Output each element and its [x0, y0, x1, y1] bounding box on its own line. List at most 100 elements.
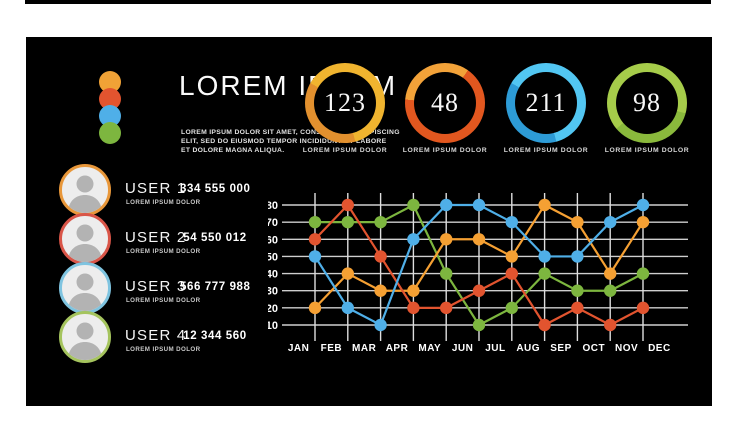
data-point-red	[407, 301, 420, 315]
data-point-green	[571, 284, 584, 297]
data-point-green	[538, 267, 551, 280]
data-point-blue	[571, 250, 584, 263]
data-point-green	[636, 267, 650, 280]
y-axis-label: 20	[268, 303, 278, 315]
subtitle-line: ET DOLORE MAGNA ALIQUA.	[181, 147, 285, 154]
gauge-label-2: LOREM IPSUM DOLOR	[402, 147, 488, 154]
y-axis-label: 80	[268, 200, 278, 212]
gauge-label-4: LOREM IPSUM DOLOR	[604, 147, 690, 154]
x-axis-label: JUL	[485, 343, 505, 354]
user-number: 334 555 000	[180, 183, 251, 195]
gauge-ring-4: 98	[607, 63, 687, 143]
gauge-value-3: 211	[525, 88, 567, 117]
data-point-green	[341, 215, 354, 229]
data-point-green	[374, 215, 387, 229]
top-border-strip	[25, 0, 711, 4]
data-point-blue	[407, 233, 420, 246]
data-point-blue	[440, 198, 453, 212]
y-axis-label: 50	[268, 251, 278, 263]
avatar	[59, 164, 111, 216]
gauge-label-3: LOREM IPSUM DOLOR	[503, 147, 589, 154]
data-point-red	[374, 250, 387, 263]
gauge-value-2: 48	[431, 88, 459, 117]
user-subtitle: LOREM IPSUM DOLOR	[126, 297, 201, 304]
brand-dot-green-icon	[99, 122, 121, 144]
person-icon	[68, 224, 102, 262]
x-axis-label: JAN	[288, 343, 310, 354]
data-point-blue	[308, 250, 322, 263]
x-axis-label: MAY	[418, 343, 441, 354]
y-axis-label: 30	[268, 286, 278, 298]
x-axis-label: OCT	[582, 343, 605, 354]
user-name: USER 1	[125, 180, 187, 197]
subtitle-line: ELIT, SED DO EIUSMOD TEMPOR INCIDIDUNT U…	[181, 138, 387, 145]
data-point-orange	[505, 250, 518, 263]
data-point-orange	[440, 233, 453, 246]
user-subtitle: LOREM IPSUM DOLOR	[126, 248, 201, 255]
gauge-value-4: 98	[633, 88, 661, 117]
data-point-red	[636, 301, 650, 315]
page-subtitle: LOREM IPSUM DOLOR SIT AMET, CONSECTETUR …	[181, 128, 400, 155]
gauge-ring-2: 48	[405, 63, 485, 143]
x-axis-label: AUG	[516, 343, 540, 354]
data-point-blue	[505, 215, 518, 229]
data-point-red	[538, 318, 551, 332]
gauge-label-1: LOREM IPSUM DOLOR	[302, 147, 388, 154]
person-icon	[68, 175, 102, 213]
brand-dot-blue-icon	[99, 105, 121, 127]
x-axis-label: JUN	[452, 343, 474, 354]
gauge-ring-3: 211	[506, 63, 586, 143]
subtitle-line: LOREM IPSUM DOLOR SIT AMET, CONSECTETUR …	[181, 129, 400, 136]
data-point-blue	[472, 198, 486, 212]
data-point-green	[407, 198, 420, 212]
data-point-red	[604, 318, 617, 332]
data-point-orange	[472, 233, 486, 246]
y-axis-label: 70	[268, 217, 278, 229]
user-number: 12 344 560	[183, 330, 247, 342]
gauge-value-1: 123	[324, 88, 366, 117]
line-chart: 10 20 30 40 50 60 70 80 JAN FEB MAR APR MAY JUN JUL AUG…	[268, 193, 688, 354]
gauge-ring-1: 123	[305, 63, 385, 143]
data-point-orange	[407, 284, 420, 297]
data-point-red	[472, 284, 486, 297]
data-point-red	[308, 233, 322, 246]
data-point-orange	[571, 215, 584, 229]
data-point-green	[472, 318, 486, 332]
avatar	[59, 311, 111, 363]
user-name: USER 2	[125, 229, 187, 246]
data-point-green	[505, 301, 518, 315]
gauge-face: 48	[414, 72, 476, 134]
user-number: 54 550 012	[183, 232, 247, 244]
gauge-face: 123	[314, 72, 376, 134]
data-point-orange	[538, 198, 551, 212]
data-point-orange	[604, 267, 617, 280]
data-point-blue	[538, 250, 551, 263]
user-name: USER 3	[125, 278, 187, 295]
gauge-face: 98	[616, 72, 678, 134]
y-axis-label: 40	[268, 269, 278, 281]
user-subtitle: LOREM IPSUM DOLOR	[126, 199, 201, 206]
data-point-orange	[636, 215, 650, 229]
user-subtitle: LOREM IPSUM DOLOR	[126, 346, 201, 353]
avatar	[59, 213, 111, 265]
y-axis-label: 60	[268, 234, 278, 246]
data-point-orange	[308, 301, 322, 315]
person-icon	[68, 322, 102, 360]
y-axis-label: 10	[268, 320, 278, 332]
data-point-green	[440, 267, 453, 280]
brand-dot-orange-icon	[99, 71, 121, 93]
x-axis-label: MAR	[352, 343, 377, 354]
data-point-green	[604, 284, 617, 297]
data-point-red	[341, 198, 354, 212]
data-point-blue	[636, 198, 650, 212]
data-point-red	[571, 301, 584, 315]
data-point-red	[505, 267, 518, 280]
gauge-face: 211	[515, 72, 577, 134]
data-point-red	[440, 301, 453, 315]
user-name: USER 4	[125, 327, 187, 344]
user-number: 566 777 988	[180, 281, 251, 293]
x-axis-label: DEC	[648, 343, 671, 354]
data-point-blue	[604, 215, 617, 229]
data-point-orange	[341, 267, 354, 280]
